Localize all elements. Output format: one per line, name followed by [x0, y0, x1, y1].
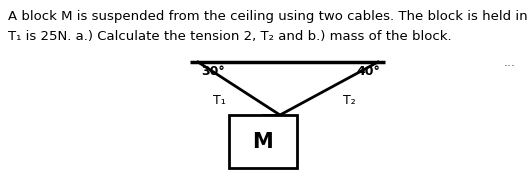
Text: T₁ is 25N. a.) Calculate the tension 2, T₂ and b.) mass of the block.: T₁ is 25N. a.) Calculate the tension 2, … [8, 30, 452, 43]
Text: T₂: T₂ [342, 94, 356, 106]
Text: 40°: 40° [356, 65, 380, 78]
Text: A block M is suspended from the ceiling using two cables. The block is held in p: A block M is suspended from the ceiling … [8, 10, 530, 23]
Text: 30°: 30° [201, 65, 225, 78]
Text: M: M [253, 132, 273, 151]
Text: T₁: T₁ [213, 94, 225, 106]
Bar [229, 115, 297, 168]
Text: ...: ... [504, 56, 516, 68]
